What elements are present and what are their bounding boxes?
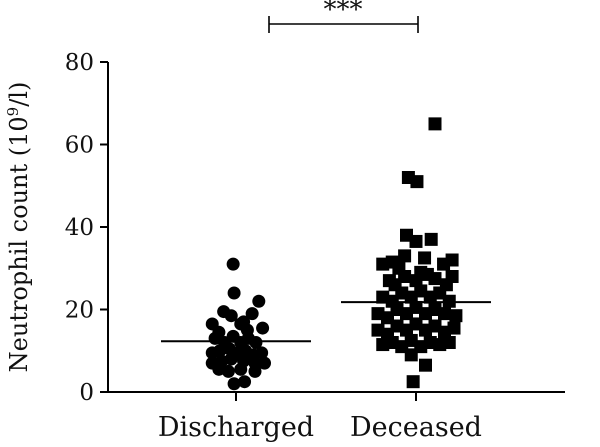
data-point xyxy=(245,307,259,321)
mean-lines xyxy=(161,301,491,343)
y-axis-label-superscript: 9 xyxy=(4,107,22,117)
data-point xyxy=(237,315,251,329)
y-tick-label: 0 xyxy=(79,380,94,406)
y-tick-label: 40 xyxy=(65,215,94,241)
x-ticks: Discharged Deceased xyxy=(158,392,482,443)
data-point xyxy=(406,375,420,389)
data-point xyxy=(224,352,238,366)
y-axis-label: Neutrophil count (109/l) xyxy=(4,82,33,373)
data-point xyxy=(252,294,266,308)
data-point xyxy=(255,346,269,360)
x-category-label: Deceased xyxy=(350,412,482,443)
data-point xyxy=(398,249,412,263)
data-point xyxy=(409,274,423,288)
y-tick-label: 60 xyxy=(65,133,94,159)
significance-stars: *** xyxy=(324,0,363,25)
data-point xyxy=(258,356,271,370)
x-axis: Discharged Deceased xyxy=(107,391,565,443)
data-point xyxy=(256,321,270,335)
y-ticks: 0 20 40 60 80 xyxy=(65,50,108,406)
data-point xyxy=(428,272,442,286)
data-point xyxy=(227,286,241,300)
data-point xyxy=(428,117,442,131)
data-point xyxy=(404,348,418,362)
y-tick-label: 20 xyxy=(65,298,94,324)
data-point xyxy=(224,309,238,323)
data-point xyxy=(249,336,263,349)
data-point xyxy=(238,375,252,389)
significance-bracket: *** xyxy=(268,0,419,33)
data-point xyxy=(447,321,461,335)
data-point xyxy=(442,336,456,349)
data-point xyxy=(445,270,459,283)
data-point xyxy=(376,257,390,271)
data-point xyxy=(248,364,262,378)
data-point xyxy=(221,364,235,378)
data-point xyxy=(418,251,432,265)
data-point xyxy=(424,232,438,246)
data-point xyxy=(410,175,424,189)
data-point xyxy=(419,358,432,372)
data-point xyxy=(445,253,459,267)
x-category-label: Discharged xyxy=(158,412,314,443)
data-point xyxy=(438,307,451,321)
data-point xyxy=(398,270,412,283)
y-tick-label: 80 xyxy=(65,50,94,76)
data-point xyxy=(409,234,423,248)
y-axis: 0 20 40 60 80 xyxy=(65,50,109,406)
data-points xyxy=(205,117,463,391)
data-point xyxy=(226,257,240,271)
data-point xyxy=(227,377,241,391)
data-point xyxy=(234,362,248,376)
data-point xyxy=(449,309,463,323)
